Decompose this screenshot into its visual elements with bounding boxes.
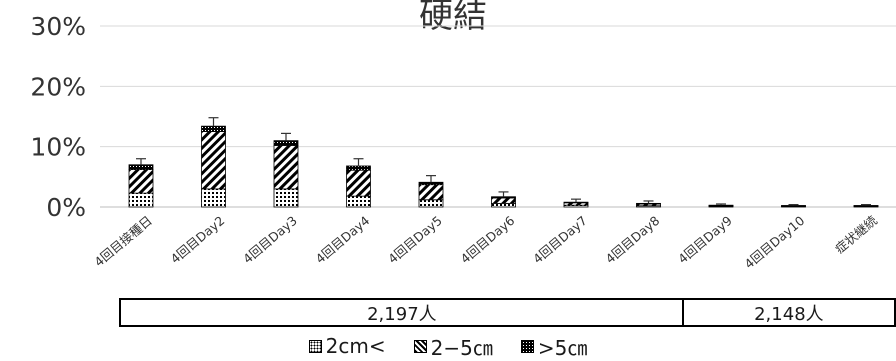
sample-size-box: 2,148人: [681, 298, 896, 327]
bar-segment: [563, 201, 589, 204]
legend-swatch: [413, 339, 427, 353]
chart-title: 硬結: [419, 0, 487, 36]
bar-segment: [273, 188, 299, 208]
y-axis: 0% 10% 20% 30%: [30, 12, 86, 222]
x-tick-label: 4回目Day6: [458, 213, 518, 267]
y-tick-label: 20%: [30, 72, 86, 101]
bar-segment: [273, 145, 299, 190]
x-tick-label: 4回目接種日: [91, 213, 155, 270]
bars: [128, 117, 879, 208]
y-tick-label: 0%: [46, 193, 86, 222]
bar-segment: [201, 131, 226, 190]
bar-segment: [491, 197, 516, 204]
legend-label: 2−5㎝: [430, 335, 493, 360]
x-tick-label: 4回目Day4: [313, 213, 373, 267]
bar-segment: [128, 192, 154, 208]
bar-segment: [491, 202, 516, 208]
bar-segment: [201, 188, 226, 208]
bar-segment: [346, 165, 371, 171]
sample-size-box: 2,197人: [119, 298, 685, 327]
legend: 2cm< 2−5㎝ >5㎝: [0, 332, 896, 360]
bar-segment: [273, 140, 299, 146]
bar-segment: [128, 169, 154, 194]
bar-segment: [346, 195, 371, 208]
bar-segment: [636, 202, 661, 205]
x-tick-label: 4回目Day7: [530, 213, 590, 267]
bar-segment: [708, 204, 734, 207]
legend-label: 2cm<: [325, 334, 386, 358]
gridlines: [100, 25, 896, 208]
x-tick-label: 4回目Day8: [603, 213, 663, 267]
bar-segment: [491, 196, 516, 199]
x-tick-label: 4回目Day3: [240, 213, 300, 267]
x-tick-label: 4回目Day10: [741, 213, 807, 272]
legend-item: 2−5㎝: [413, 332, 493, 361]
x-tick-label: 4回目Day9: [675, 213, 735, 267]
x-tick-label: 4回目Day5: [385, 213, 445, 267]
y-tick-label: 30%: [30, 12, 86, 41]
legend-item: >5㎝: [520, 332, 588, 361]
bar-segment: [418, 184, 444, 201]
x-tick-label: 症状継続: [832, 212, 880, 256]
bar-segment: [346, 169, 371, 197]
y-tick-label: 10%: [30, 133, 86, 162]
legend-label: >5㎝: [537, 335, 588, 360]
x-axis: 4回目接種日 4回目Day2 4回目Day3 4回目Day4 4回目Day5 4回目Day…: [91, 212, 880, 271]
bar-segment: [781, 205, 806, 207]
legend-swatch: [520, 339, 534, 353]
bar-segment: [418, 181, 444, 186]
bar-segment: [853, 205, 879, 207]
bar-segment: [418, 199, 444, 208]
x-tick-label: 4回目Day2: [168, 213, 228, 267]
legend-swatch: [308, 339, 322, 353]
bar-segment: [128, 164, 154, 170]
legend-item: 2cm<: [308, 334, 386, 358]
bar-segment: [201, 125, 226, 132]
